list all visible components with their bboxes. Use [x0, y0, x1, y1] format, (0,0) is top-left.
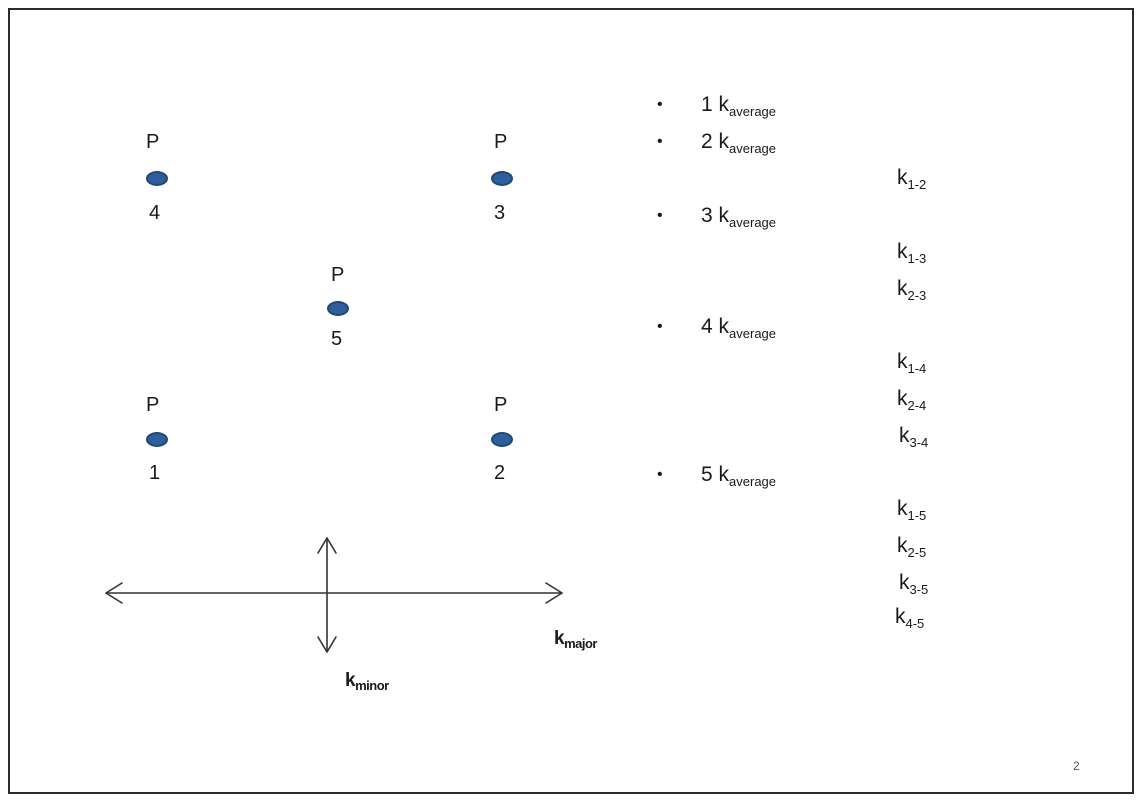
- pair-term-4-5: k4-5: [895, 605, 925, 631]
- pair-term-2-4: k2-4: [897, 387, 927, 413]
- page-number: 2: [1073, 759, 1080, 773]
- bullet-item-5: • 5 kaverage: [657, 463, 777, 489]
- point-2-marker: [491, 432, 513, 447]
- k-minor-label: kminor: [345, 670, 389, 693]
- pair-term-1-4: k1-4: [897, 350, 927, 376]
- point-1-marker: [146, 432, 168, 447]
- slide-frame: [8, 8, 1134, 794]
- minor-axis-bottom-arrowhead: [317, 636, 337, 653]
- point-4-number: 4: [149, 202, 161, 224]
- pair-term-2-5: k2-5: [897, 534, 927, 560]
- pair-term-1-3: k1-3: [897, 240, 927, 266]
- bullet-item-3: • 3 kaverage: [657, 204, 777, 230]
- minor-axis-top-arrowhead: [317, 537, 337, 554]
- major-axis-left-arrowhead: [105, 582, 123, 604]
- major-axis-right-arrowhead: [545, 582, 563, 604]
- pair-term-3-4: k3-4: [899, 424, 929, 450]
- point-5-top-label: P: [331, 264, 345, 286]
- point-2-top-label: P: [494, 394, 508, 416]
- pair-term-2-3: k2-3: [897, 277, 927, 303]
- point-1-number: 1: [149, 462, 161, 484]
- point-5-marker: [327, 301, 349, 316]
- point-3-top-label: P: [494, 131, 508, 153]
- k-major-label: kmajor: [554, 628, 597, 651]
- pair-term-1-2: k1-2: [897, 166, 927, 192]
- bullet-item-4: • 4 kaverage: [657, 315, 777, 341]
- bullet-item-1: • 1 kaverage: [657, 93, 777, 119]
- pair-term-1-5: k1-5: [897, 497, 927, 523]
- point-4-marker: [146, 171, 168, 186]
- point-4-top-label: P: [146, 131, 160, 153]
- bullet-item-2: • 2 kaverage: [657, 130, 777, 156]
- point-1-top-label: P: [146, 394, 160, 416]
- point-5-number: 5: [331, 328, 343, 350]
- pair-term-3-5: k3-5: [899, 571, 929, 597]
- point-3-marker: [491, 171, 513, 186]
- point-2-number: 2: [494, 462, 506, 484]
- point-3-number: 3: [494, 202, 506, 224]
